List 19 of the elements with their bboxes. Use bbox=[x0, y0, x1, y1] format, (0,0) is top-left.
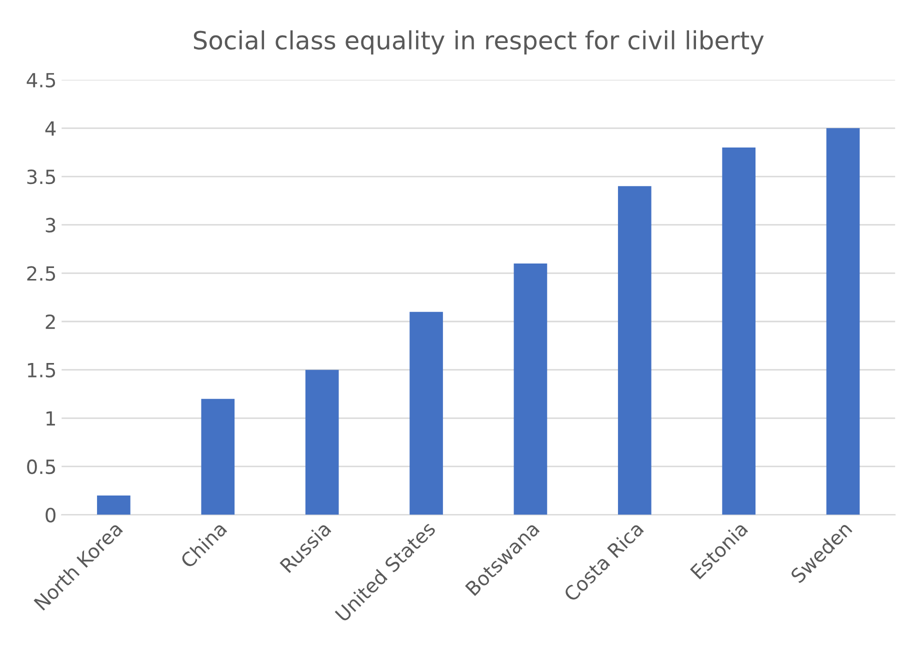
y-tick-label: 3.5 bbox=[27, 169, 56, 184]
y-tick-label: 1.5 bbox=[28, 363, 56, 378]
y-tick-label: 1 bbox=[46, 411, 55, 426]
bar bbox=[410, 312, 443, 515]
bar bbox=[826, 128, 860, 515]
y-tick-label: 3 bbox=[46, 218, 56, 233]
bar bbox=[201, 398, 235, 515]
y-tick-label: 4 bbox=[45, 121, 56, 136]
bar bbox=[722, 148, 756, 515]
y-tick-label: 2.5 bbox=[27, 266, 56, 281]
y-tick-label: 0.5 bbox=[27, 459, 56, 474]
y-tick-label: 2 bbox=[46, 314, 55, 329]
y-tick-label: 4.5 bbox=[26, 73, 56, 88]
bar bbox=[305, 370, 339, 515]
bar bbox=[514, 264, 548, 515]
bar bbox=[618, 186, 652, 515]
y-tick-label: 0 bbox=[46, 508, 56, 522]
bar bbox=[97, 495, 130, 515]
chart-title: Social class equality in respect for civil liberty bbox=[194, 30, 764, 55]
